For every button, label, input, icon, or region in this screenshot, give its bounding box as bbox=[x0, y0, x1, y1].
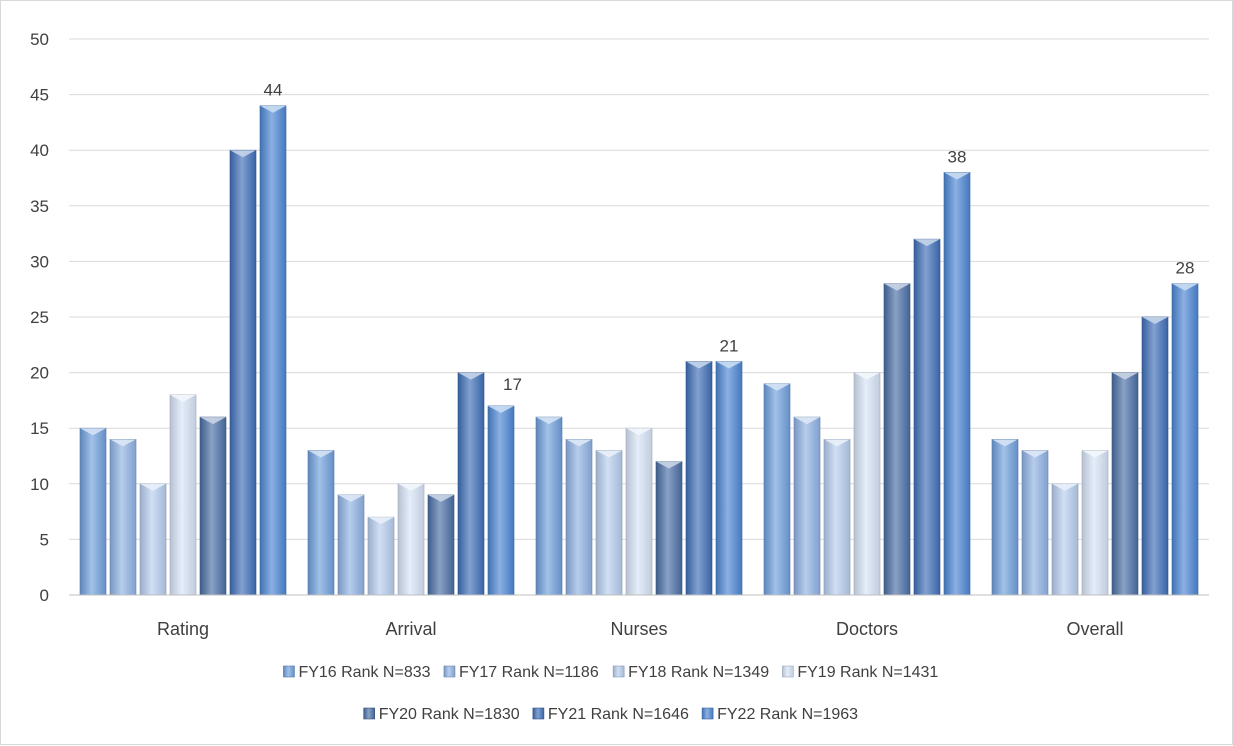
x-axis-categories: Rating Arrival Nurses Doctors Overall bbox=[157, 619, 1124, 639]
bar bbox=[1021, 450, 1049, 596]
legend-item: FY19 Rank N=1431 bbox=[782, 664, 938, 681]
y-axis-ticks: 0 5 10 15 20 25 30 35 40 45 50 bbox=[30, 30, 49, 605]
gridlines bbox=[69, 38, 1209, 540]
bar bbox=[823, 439, 851, 596]
legend-label: FY20 Rank N=1830 bbox=[379, 706, 520, 723]
bar bbox=[883, 283, 911, 596]
data-label: 38 bbox=[948, 147, 967, 166]
legend-swatch bbox=[701, 707, 714, 720]
legend-swatch bbox=[363, 707, 376, 720]
category-label: Rating bbox=[157, 619, 209, 639]
bar bbox=[199, 416, 227, 596]
legend-swatch bbox=[443, 665, 456, 678]
legend-item: FY20 Rank N=1830 bbox=[363, 706, 520, 723]
legend-item: FY21 Rank N=1646 bbox=[532, 706, 689, 723]
bar bbox=[307, 450, 335, 596]
y-tick-label: 30 bbox=[30, 252, 49, 271]
bar bbox=[715, 361, 743, 596]
legend-label: FY18 Rank N=1349 bbox=[628, 664, 769, 681]
legend-item: FY16 Rank N=833 bbox=[283, 664, 431, 681]
bar bbox=[1171, 283, 1199, 596]
bar bbox=[793, 416, 821, 596]
bar bbox=[427, 494, 455, 596]
bar bbox=[913, 238, 941, 596]
y-tick-label: 45 bbox=[30, 86, 49, 105]
y-tick-label: 5 bbox=[40, 530, 49, 549]
bar bbox=[991, 439, 1019, 596]
legend-swatch bbox=[612, 665, 625, 678]
bar bbox=[763, 383, 791, 596]
bar bbox=[109, 439, 137, 596]
bar bbox=[79, 427, 107, 596]
legend-label: FY19 Rank N=1431 bbox=[797, 664, 938, 681]
bar bbox=[139, 483, 167, 596]
y-tick-label: 40 bbox=[30, 141, 49, 160]
bar bbox=[943, 172, 971, 596]
legend-label: FY21 Rank N=1646 bbox=[548, 706, 689, 723]
bar bbox=[457, 372, 485, 596]
data-label: 44 bbox=[264, 81, 283, 100]
legend: FY16 Rank N=833 FY17 Rank N=1186 FY18 Rank… bbox=[283, 664, 938, 723]
category-label: Nurses bbox=[610, 619, 667, 639]
bar bbox=[655, 461, 683, 596]
bar bbox=[397, 483, 425, 596]
bar bbox=[535, 416, 563, 596]
legend-item: FY18 Rank N=1349 bbox=[612, 664, 769, 681]
bar bbox=[565, 439, 593, 596]
bar bbox=[487, 405, 515, 596]
bar bbox=[625, 427, 653, 596]
y-tick-label: 15 bbox=[30, 419, 49, 438]
bar bbox=[595, 450, 623, 596]
y-tick-label: 10 bbox=[30, 475, 49, 494]
category-label: Doctors bbox=[836, 619, 898, 639]
bars bbox=[79, 105, 1199, 596]
legend-label: FY22 Rank N=1963 bbox=[717, 706, 858, 723]
bar bbox=[337, 494, 365, 596]
bar bbox=[1141, 316, 1169, 596]
data-label: 17 bbox=[503, 375, 522, 394]
bar bbox=[229, 149, 257, 596]
legend-item: FY17 Rank N=1186 bbox=[443, 664, 599, 681]
bar bbox=[1051, 483, 1079, 596]
y-tick-label: 25 bbox=[30, 308, 49, 327]
y-tick-label: 0 bbox=[40, 586, 49, 605]
bar bbox=[169, 394, 197, 596]
legend-label: FY16 Rank N=833 bbox=[298, 664, 430, 681]
legend-swatch bbox=[532, 707, 545, 720]
data-label: 28 bbox=[1176, 259, 1195, 278]
y-tick-label: 35 bbox=[30, 197, 49, 216]
legend-label: FY17 Rank N=1186 bbox=[459, 664, 599, 681]
category-label: Overall bbox=[1066, 619, 1123, 639]
y-tick-label: 20 bbox=[30, 364, 49, 383]
data-label: 21 bbox=[720, 336, 739, 355]
bar bbox=[1081, 450, 1109, 596]
bar bbox=[685, 361, 713, 596]
legend-item: FY22 Rank N=1963 bbox=[701, 706, 858, 723]
y-tick-label: 50 bbox=[30, 30, 49, 49]
bar bbox=[259, 105, 287, 596]
legend-swatch bbox=[283, 665, 295, 678]
bar bbox=[853, 372, 881, 596]
category-label: Arrival bbox=[385, 619, 436, 639]
legend-swatch bbox=[782, 665, 794, 678]
data-labels: 44 17 21 38 28 bbox=[264, 81, 1195, 394]
bar bbox=[1111, 372, 1139, 596]
bar bbox=[367, 516, 395, 596]
